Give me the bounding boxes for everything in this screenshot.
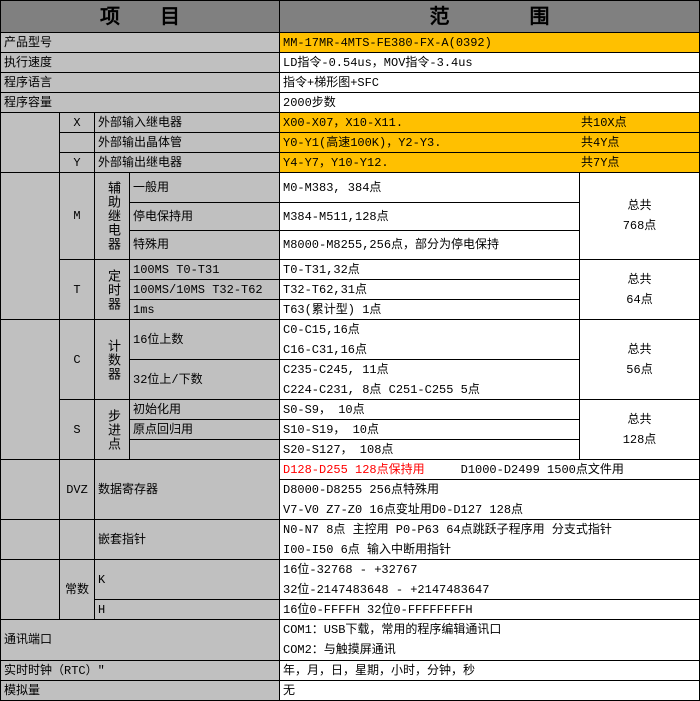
io-range: Y0-Y1(高速100K)，Y2-Y3. bbox=[283, 135, 442, 150]
speed-value: LD指令-0.54us，MOV指令-3.4us bbox=[280, 53, 700, 73]
io-value: Y4-Y7，Y10-Y12. 共7Y点 bbox=[280, 153, 700, 173]
s-name-text: 步进点 bbox=[105, 408, 120, 451]
c-item-value: C235-C245, 11点 C224-C231, 8点 C251-C255 5… bbox=[280, 360, 580, 400]
io-range: Y4-Y7，Y10-Y12. bbox=[283, 155, 389, 170]
io-code-y: Y bbox=[60, 153, 95, 173]
const-h-label: H bbox=[95, 600, 280, 620]
nest-value: N0-N7 8点 主控用 P0-P63 64点跳跃子程序用 分支式指针 I00-… bbox=[280, 520, 700, 560]
cs-group bbox=[0, 320, 60, 460]
m-item-value: M8000-M8255,256点，部分为停电保持 bbox=[280, 231, 580, 260]
const-k-value: 16位-32768 - +32767 32位-2147483648 - +214… bbox=[280, 560, 700, 600]
t-total: 总共 64点 bbox=[580, 260, 700, 320]
capacity-value: 2000步数 bbox=[280, 93, 700, 113]
t-name-text: 定时器 bbox=[105, 268, 120, 311]
mt-group bbox=[0, 173, 60, 320]
t-item-label: 1ms bbox=[130, 300, 280, 320]
model-label: 产品型号 bbox=[0, 33, 280, 53]
s-code: S bbox=[60, 400, 95, 460]
s-name: 步进点 bbox=[95, 400, 130, 460]
rtc-label: 实时时钟（RTC）″ bbox=[0, 661, 280, 681]
dvz-value: D8000-D8255 256点特殊用 V7-V0 Z7-Z0 16点变址用D0… bbox=[280, 480, 700, 520]
nest-group bbox=[0, 520, 60, 560]
c-name: 计数器 bbox=[95, 320, 130, 400]
m-item-label: 一般用 bbox=[130, 173, 280, 203]
dvz-group bbox=[0, 460, 60, 520]
m-name: 辅助继电器 bbox=[95, 173, 130, 260]
io-value: X00-X07，X10-X11. 共10X点 bbox=[280, 113, 700, 133]
const-group bbox=[0, 560, 60, 620]
language-label: 程序语言 bbox=[0, 73, 280, 93]
s-item-label bbox=[130, 440, 280, 460]
io-total: 共4Y点 bbox=[581, 135, 620, 150]
io-group bbox=[0, 113, 60, 173]
s-item-value: S0-S9， 10点 bbox=[280, 400, 580, 420]
language-value: 指令+梯形图+SFC bbox=[280, 73, 700, 93]
t-code: T bbox=[60, 260, 95, 320]
dvz-line1: D128-D255 128点保持用 D1000-D2499 1500点文件用 bbox=[280, 460, 700, 480]
t-item-label: 100MS T0-T31 bbox=[130, 260, 280, 280]
dvz-retentive-text: D128-D255 128点保持用 bbox=[283, 462, 425, 477]
analog-value: 无 bbox=[280, 681, 700, 701]
header-item: 项 目 bbox=[0, 0, 280, 33]
io-code-x: X bbox=[60, 113, 95, 133]
dvz-code: DVZ bbox=[60, 460, 95, 520]
comm-label: 通讯端口 bbox=[0, 620, 280, 661]
m-item-value: M0-M383, 384点 bbox=[280, 173, 580, 203]
s-item-label: 初始化用 bbox=[130, 400, 280, 420]
c-total: 总共 56点 bbox=[580, 320, 700, 400]
const-k-label: K bbox=[95, 560, 280, 600]
io-label: 外部输出继电器 bbox=[95, 153, 280, 173]
t-item-label: 100MS/10MS T32-T62 bbox=[130, 280, 280, 300]
t-name: 定时器 bbox=[95, 260, 130, 320]
m-item-label: 停电保持用 bbox=[130, 203, 280, 231]
speed-label: 执行速度 bbox=[0, 53, 280, 73]
m-item-label: 特殊用 bbox=[130, 231, 280, 260]
s-item-value: S10-S19， 10点 bbox=[280, 420, 580, 440]
analog-label: 模拟量 bbox=[0, 681, 280, 701]
comm-value: COM1：USB下载，常用的程序编辑通讯口 COM2：与触摸屏通讯 bbox=[280, 620, 700, 661]
t-item-value: T32-T62,31点 bbox=[280, 280, 580, 300]
s-total: 总共 128点 bbox=[580, 400, 700, 460]
c-item-label: 16位上数 bbox=[130, 320, 280, 360]
io-code bbox=[60, 133, 95, 153]
io-label: 外部输入继电器 bbox=[95, 113, 280, 133]
io-total: 共10X点 bbox=[581, 115, 627, 130]
nest-code bbox=[60, 520, 95, 560]
capacity-label: 程序容量 bbox=[0, 93, 280, 113]
c-item-label: 32位上/下数 bbox=[130, 360, 280, 400]
t-item-value: T0-T31,32点 bbox=[280, 260, 580, 280]
c-code: C bbox=[60, 320, 95, 400]
io-label: 外部输出晶体管 bbox=[95, 133, 280, 153]
m-name-text: 辅助继电器 bbox=[105, 181, 120, 251]
io-total: 共7Y点 bbox=[581, 155, 620, 170]
model-value: MM-17MR-4MTS-FE380-FX-A(0392) bbox=[280, 33, 700, 53]
const-h-value: 16位0-FFFFH 32位0-FFFFFFFFH bbox=[280, 600, 700, 620]
m-item-value: M384-M511,128点 bbox=[280, 203, 580, 231]
m-code: M bbox=[60, 173, 95, 260]
rtc-value: 年，月，日，星期，小时，分钟，秒 bbox=[280, 661, 700, 681]
io-range: X00-X07，X10-X11. bbox=[283, 115, 404, 130]
c-name-text: 计数器 bbox=[105, 338, 120, 381]
dvz-file-text: D1000-D2499 1500点文件用 bbox=[460, 462, 624, 477]
const-label: 常数 bbox=[60, 560, 95, 620]
m-total: 总共 768点 bbox=[580, 173, 700, 260]
t-item-value: T63(累计型) 1点 bbox=[280, 300, 580, 320]
header-range: 范 围 bbox=[280, 0, 700, 33]
io-value: Y0-Y1(高速100K)，Y2-Y3. 共4Y点 bbox=[280, 133, 700, 153]
s-item-value: S20-S127， 108点 bbox=[280, 440, 580, 460]
nest-label: 嵌套指针 bbox=[95, 520, 280, 560]
c-item-value: C0-C15,16点 C16-C31,16点 bbox=[280, 320, 580, 360]
s-item-label: 原点回归用 bbox=[130, 420, 280, 440]
dvz-label: 数据寄存器 bbox=[95, 460, 280, 520]
